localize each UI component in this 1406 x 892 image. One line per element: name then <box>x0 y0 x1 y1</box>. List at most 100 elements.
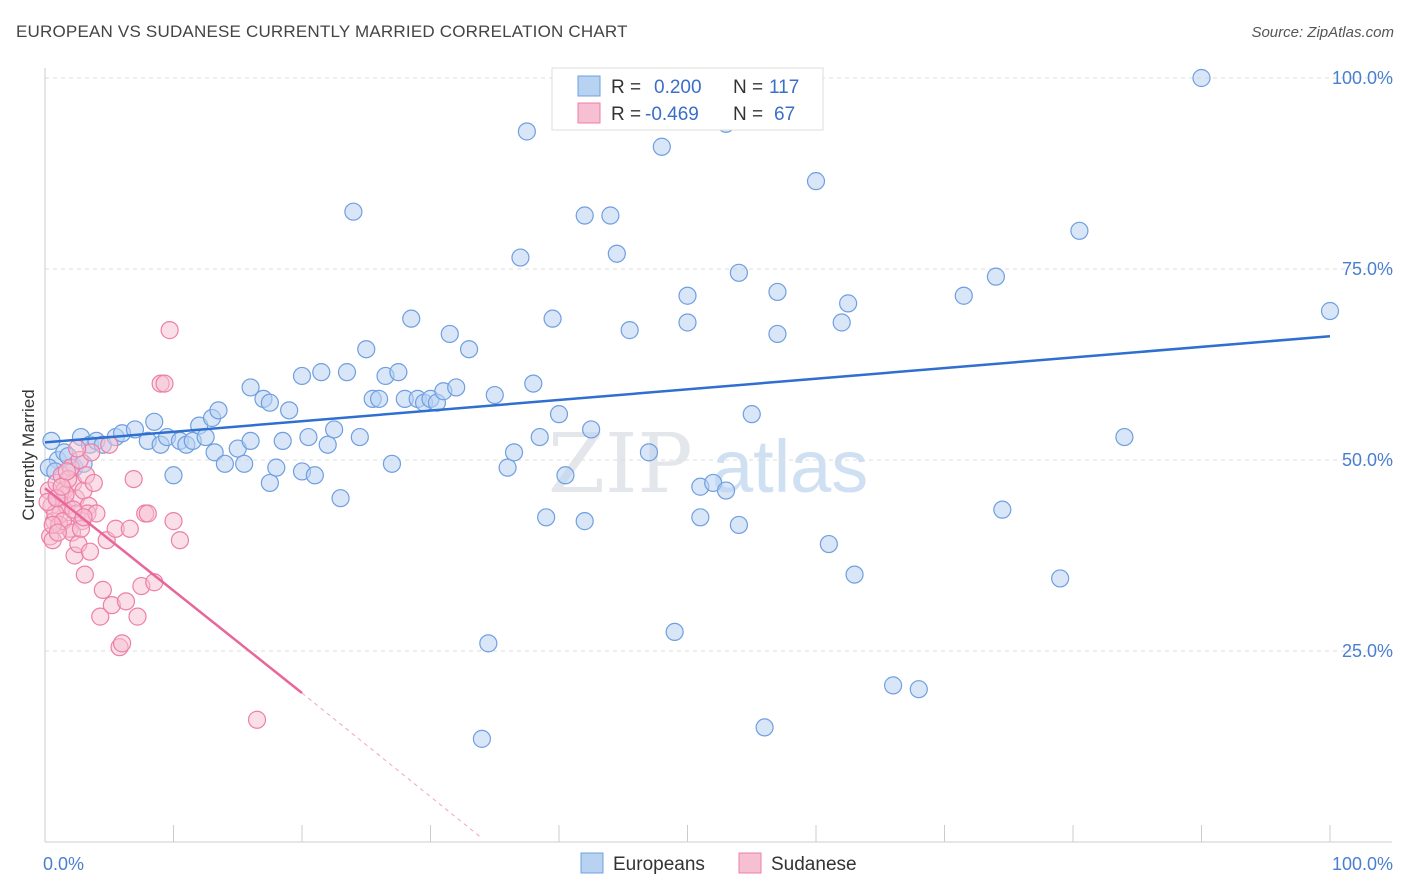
data-point-europeans <box>954 286 973 305</box>
chart-title: EUROPEAN VS SUDANESE CURRENTLY MARRIED C… <box>16 22 628 41</box>
data-point-sudanese <box>84 473 103 493</box>
data-point-europeans <box>292 366 312 386</box>
data-point-europeans <box>607 244 626 263</box>
trend-lines <box>44 334 1331 839</box>
bottom-legend-sudanese: Sudanese <box>771 854 857 875</box>
data-point-sudanese <box>112 634 132 653</box>
data-point-europeans <box>582 420 601 439</box>
data-point-europeans <box>1192 68 1211 88</box>
bottom-legend-swatch-sudanese <box>738 852 762 874</box>
legend-r-label-1: R = <box>611 104 641 125</box>
data-point-sudanese <box>68 439 87 458</box>
data-point-sudanese <box>93 580 112 599</box>
bottom-legend-europeans: Europeans <box>613 854 705 875</box>
data-point-europeans <box>260 393 279 412</box>
y-tick-labels: 25.0% 50.0% 75.0% 100.0% <box>1332 68 1393 661</box>
data-point-europeans <box>370 389 389 408</box>
data-point-europeans <box>729 263 749 282</box>
legend-swatch-sudanese <box>577 102 601 124</box>
data-point-europeans <box>241 378 260 397</box>
data-point-europeans <box>665 622 684 642</box>
legend-r-value-0: 0.200 <box>654 77 702 98</box>
trend-line-sudanese-extension <box>301 692 483 839</box>
watermark-atlas: atlas <box>712 425 868 508</box>
data-point-europeans <box>511 248 530 267</box>
grid <box>45 77 1392 652</box>
data-point-europeans <box>993 500 1012 519</box>
legend-n-label-1: N = <box>733 104 763 125</box>
data-point-europeans <box>299 427 318 447</box>
data-point-sudanese <box>120 519 139 538</box>
data-point-europeans <box>524 374 543 393</box>
data-point-europeans <box>845 565 864 584</box>
data-point-europeans <box>331 489 350 508</box>
data-point-europeans <box>350 427 369 447</box>
data-point-sudanese <box>124 470 143 489</box>
data-point-europeans <box>678 313 697 332</box>
data-point-sudanese <box>170 531 190 550</box>
data-point-europeans <box>549 405 569 424</box>
data-point-europeans <box>575 206 594 225</box>
legend-r-label-0: R = <box>611 77 641 98</box>
data-point-europeans <box>768 324 787 344</box>
data-point-europeans <box>742 405 761 424</box>
y-tick-label: 25.0% <box>1342 641 1393 661</box>
data-point-europeans <box>909 680 928 699</box>
data-point-europeans <box>479 634 498 653</box>
y-tick-label: 50.0% <box>1342 450 1393 470</box>
trend-line-europeans <box>44 334 1331 444</box>
data-point-europeans <box>498 458 517 477</box>
legend-r-value-1: -0.469 <box>645 104 699 125</box>
data-point-europeans <box>205 443 224 462</box>
data-point-europeans <box>196 427 215 447</box>
data-point-europeans <box>819 534 838 554</box>
data-point-europeans <box>1115 427 1134 447</box>
data-point-europeans <box>986 267 1006 286</box>
data-point-europeans <box>241 431 260 450</box>
data-point-europeans <box>485 385 504 405</box>
data-point-europeans <box>318 435 337 454</box>
data-point-europeans <box>273 431 292 450</box>
trend-line-sudanese <box>44 487 303 694</box>
legend-n-value-0: 117 <box>769 77 799 98</box>
data-point-europeans <box>1051 569 1070 588</box>
data-point-europeans <box>504 443 524 462</box>
data-point-europeans <box>537 508 556 527</box>
data-point-europeans <box>729 515 749 535</box>
data-point-europeans <box>652 137 671 156</box>
data-point-sudanese <box>91 607 110 626</box>
data-point-europeans <box>543 309 562 328</box>
data-point-europeans <box>440 324 459 344</box>
data-point-europeans <box>164 466 183 485</box>
legend-box: R = 0.200 N = 117 R = -0.469 N = 67 <box>551 67 824 131</box>
data-point-europeans <box>357 340 376 359</box>
data-point-europeans <box>755 718 774 737</box>
data-point-europeans <box>1070 221 1089 240</box>
data-point-europeans <box>620 321 639 340</box>
data-point-sudanese <box>57 462 76 481</box>
data-point-sudanese <box>247 710 267 729</box>
data-point-europeans <box>344 202 363 221</box>
data-point-europeans <box>145 412 164 431</box>
data-point-europeans <box>337 363 357 382</box>
data-point-sudanese <box>164 512 183 531</box>
y-tick-label: 75.0% <box>1342 259 1393 279</box>
data-point-europeans <box>325 420 344 439</box>
data-point-europeans <box>472 729 491 748</box>
data-point-europeans <box>267 458 286 477</box>
source-label: Source: ZipAtlas.com <box>1251 24 1394 41</box>
data-point-europeans <box>530 427 549 447</box>
data-point-sudanese <box>160 321 179 340</box>
series-europeans <box>39 68 1340 748</box>
data-point-europeans <box>601 206 620 225</box>
data-point-europeans <box>678 286 697 305</box>
data-point-europeans <box>883 676 903 695</box>
series-sudanese <box>38 321 267 729</box>
x-tick-label-max: 100.0% <box>1332 854 1393 874</box>
data-point-sudanese <box>116 592 136 611</box>
data-point-europeans <box>447 378 466 397</box>
data-point-sudanese <box>48 523 67 542</box>
data-point-sudanese <box>128 607 147 626</box>
data-point-europeans <box>459 340 479 359</box>
